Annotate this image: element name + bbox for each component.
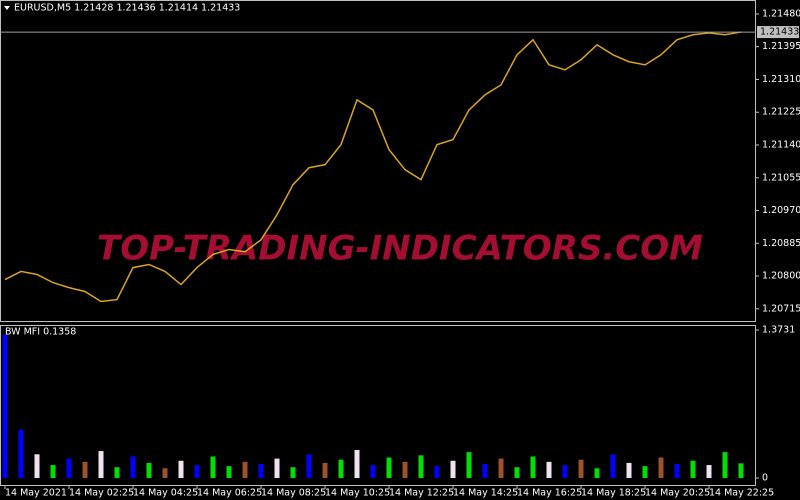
mfi-bar <box>402 461 408 478</box>
mfi-bar <box>482 463 488 478</box>
mfi-bar <box>66 458 72 478</box>
mfi-bar <box>162 468 168 478</box>
y-tick-label: 1.3731 <box>762 325 795 336</box>
mfi-bar <box>642 466 648 478</box>
watermark: TOP-TRADING-INDICATORS.COM <box>97 229 703 269</box>
last-price-label: 1.21433 <box>760 27 799 38</box>
y-tick-label: 1.20970 <box>762 205 800 216</box>
x-tick-label: 14 May 2021 <box>5 488 67 499</box>
mfi-bar <box>354 449 360 478</box>
y-tick-label: 1.20715 <box>762 303 800 314</box>
mfi-bar <box>50 465 56 478</box>
mfi-bar <box>546 461 552 478</box>
mfi-bar <box>738 463 744 478</box>
y-tick-label: 1.21140 <box>762 140 800 151</box>
mfi-bar <box>594 468 600 478</box>
x-tick-label: 14 May 16:25 <box>517 488 582 499</box>
x-tick-label: 14 May 04:25 <box>133 488 198 499</box>
y-tick-label: 1.21310 <box>762 74 800 85</box>
mfi-bar <box>450 460 456 478</box>
mfi-bar <box>386 457 392 478</box>
mfi-bar <box>626 462 632 478</box>
mfi-bar <box>530 456 536 478</box>
mfi-bar <box>370 465 376 478</box>
mfi-bar <box>658 457 664 478</box>
mfi-bar <box>2 334 8 478</box>
mfi-bar <box>338 459 344 478</box>
indicator-title: BW MFI 0.1358 <box>5 327 76 338</box>
y-tick-label: 1.20885 <box>762 238 800 249</box>
mfi-bar <box>210 456 216 478</box>
mfi-bar <box>706 465 712 478</box>
mfi-bar <box>98 451 104 478</box>
mfi-bar <box>130 456 136 478</box>
mfi-bar <box>274 458 280 478</box>
mfi-bar <box>562 465 568 478</box>
mfi-bar <box>194 465 200 478</box>
indicator-frame <box>0 325 756 486</box>
price-title: EURUSD,M5 1.21428 1.21436 1.21414 1.2143… <box>14 3 240 14</box>
y-tick-label: 0 <box>762 472 768 483</box>
mfi-bar <box>258 463 264 478</box>
mfi-bar <box>242 461 248 478</box>
x-tick-label: 14 May 22:25 <box>709 488 774 499</box>
x-tick-label: 14 May 18:25 <box>581 488 646 499</box>
price-frame <box>0 0 756 322</box>
mfi-bar <box>34 454 40 478</box>
mfi-bar <box>290 467 296 478</box>
mfi-bar <box>498 458 504 478</box>
y-tick-label: 1.20800 <box>762 271 800 282</box>
mfi-bar <box>322 462 328 478</box>
mfi-bar <box>114 467 120 478</box>
mfi-bar <box>146 462 152 478</box>
y-tick-label: 1.21225 <box>762 107 800 118</box>
x-tick-label: 14 May 08:25 <box>261 488 326 499</box>
x-tick-label: 14 May 10:25 <box>325 488 390 499</box>
mfi-bar <box>610 454 616 478</box>
mfi-bar <box>690 460 696 478</box>
mfi-bar <box>514 467 520 478</box>
y-tick-label: 1.21055 <box>762 172 800 183</box>
x-tick-label: 14 May 02:25 <box>69 488 134 499</box>
mfi-bar <box>306 454 312 478</box>
y-tick-label: 1.21480 <box>762 8 800 19</box>
mfi-bar <box>722 452 728 478</box>
mfi-bar <box>674 463 680 478</box>
mfi-bar <box>418 455 424 478</box>
mfi-bar <box>18 429 24 478</box>
price-line <box>4 31 742 303</box>
x-tick-label: 14 May 20:25 <box>645 488 710 499</box>
x-tick-label: 14 May 14:25 <box>453 488 518 499</box>
last-price-box <box>757 26 799 39</box>
mfi-bar <box>434 466 440 478</box>
mfi-bar <box>466 452 472 478</box>
y-tick-label: 1.21395 <box>762 41 800 52</box>
mfi-bar <box>226 466 232 478</box>
mfi-bar <box>578 459 584 478</box>
mfi-bar <box>178 460 184 478</box>
x-tick-label: 14 May 12:25 <box>389 488 454 499</box>
menu-triangle[interactable] <box>4 6 10 10</box>
mfi-bar <box>82 461 88 478</box>
x-tick-label: 14 May 06:25 <box>197 488 262 499</box>
